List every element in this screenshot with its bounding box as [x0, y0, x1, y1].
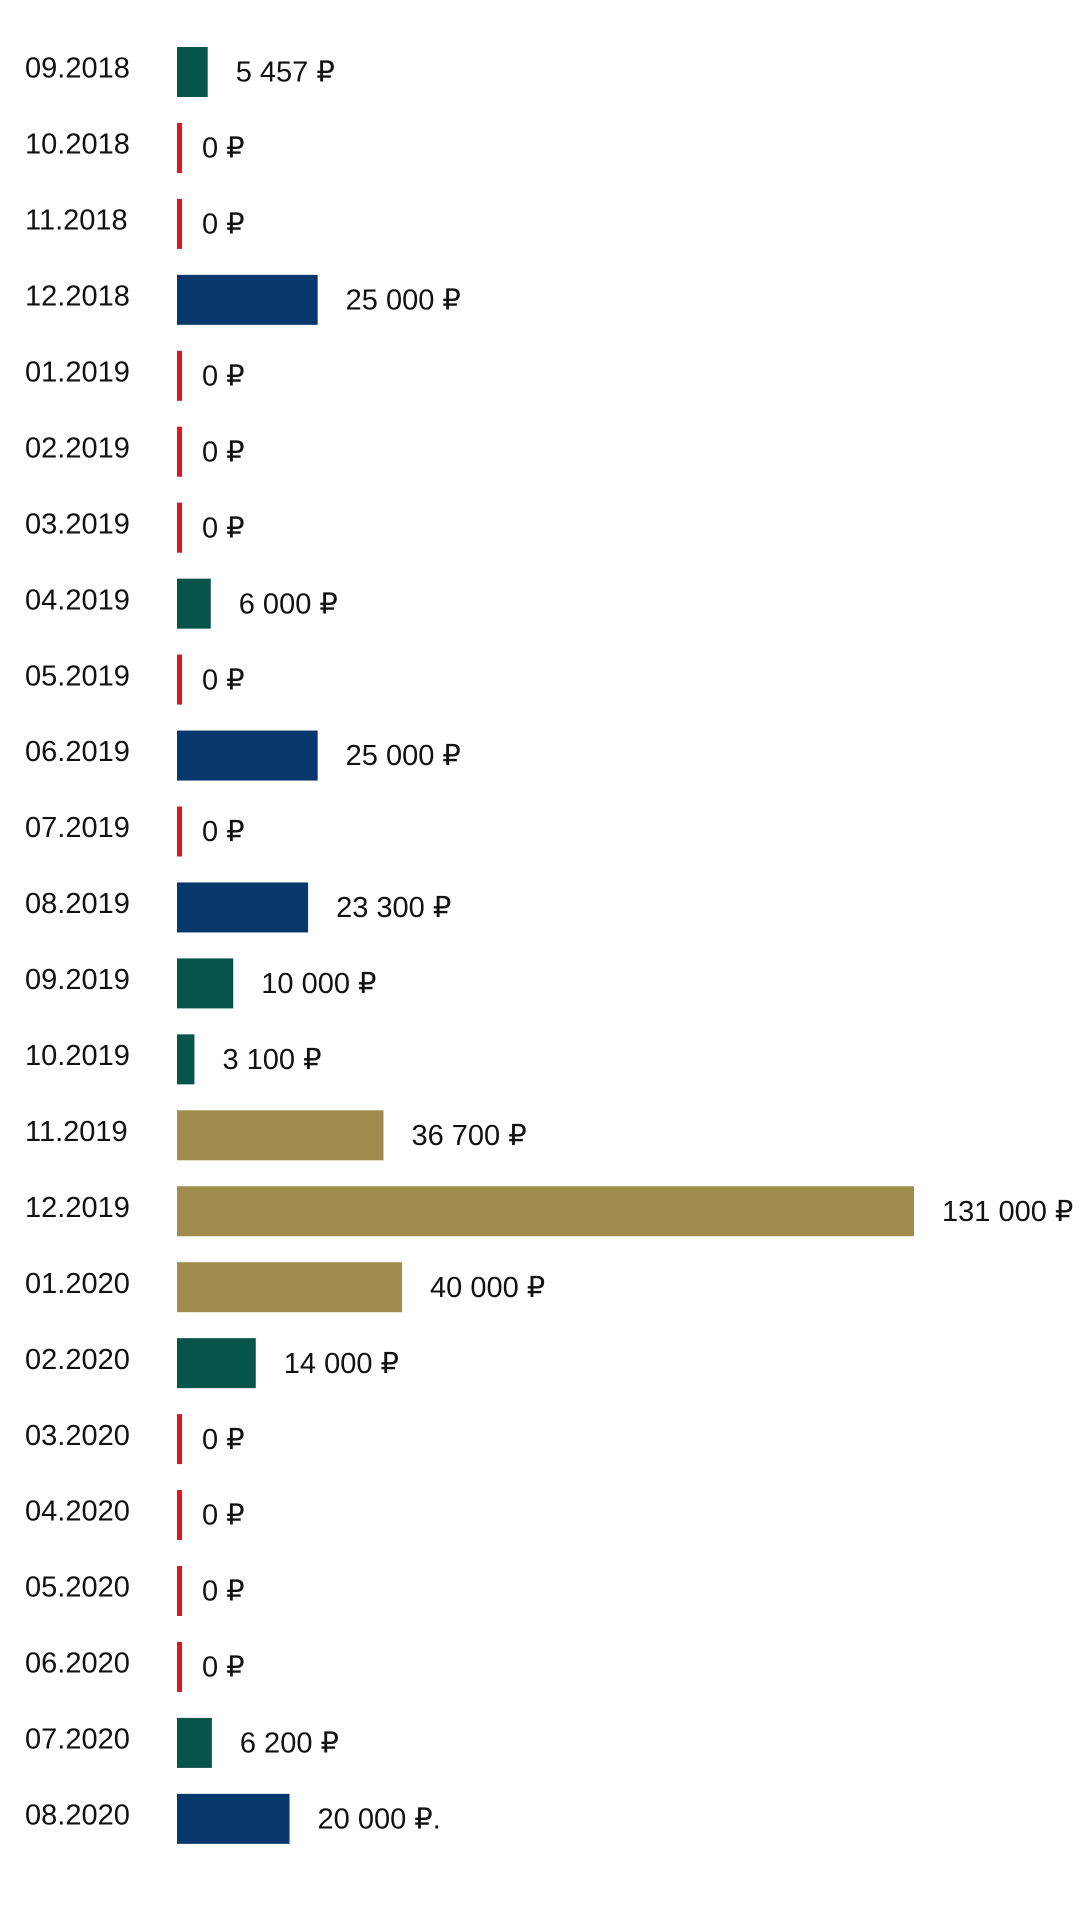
zero-marker [177, 122, 182, 173]
category-label: 03.2019 [25, 508, 130, 540]
category-label: 10.2018 [25, 129, 130, 161]
zero-marker [177, 198, 182, 249]
category-label: 01.2019 [25, 356, 130, 388]
zero-marker [177, 1414, 182, 1465]
value-label: 20 000 ₽. [318, 1804, 441, 1836]
bar [177, 882, 309, 933]
category-label: 05.2020 [25, 1572, 130, 1604]
bar [177, 47, 208, 97]
category-label: 07.2020 [25, 1724, 130, 1756]
value-label: 0 ₽ [202, 816, 245, 848]
category-label: 11.2019 [25, 1116, 128, 1148]
value-label: 5 457 ₽ [236, 57, 335, 89]
value-label: 36 700 ₽ [411, 1120, 526, 1152]
category-label: 04.2019 [25, 584, 130, 616]
category-label: 07.2019 [25, 812, 130, 844]
bar [177, 1338, 256, 1389]
category-label: 10.2019 [25, 1040, 130, 1072]
category-label: 05.2019 [25, 660, 130, 692]
value-label: 14 000 ₽ [284, 1348, 399, 1380]
category-label: 04.2020 [25, 1496, 130, 1528]
value-label: 0 ₽ [202, 133, 245, 165]
bar [177, 1793, 290, 1844]
value-label: 0 ₽ [202, 512, 245, 544]
bar [177, 1110, 384, 1161]
value-label: 6 000 ₽ [239, 588, 338, 620]
bar [177, 578, 211, 629]
zero-marker [177, 1490, 182, 1541]
value-label: 131 000 ₽ [942, 1196, 1073, 1228]
value-label: 40 000 ₽ [430, 1272, 545, 1304]
zero-marker [177, 350, 182, 401]
category-label: 12.2018 [25, 281, 130, 313]
bar [177, 958, 234, 1009]
value-label: 0 ₽ [202, 1652, 245, 1684]
bar [177, 1262, 403, 1313]
bar [177, 274, 318, 325]
value-label: 0 ₽ [202, 436, 245, 468]
bar [177, 1717, 212, 1768]
zero-marker [177, 1641, 182, 1692]
category-label: 03.2020 [25, 1420, 130, 1452]
value-label: 10 000 ₽ [261, 968, 376, 1000]
value-label: 6 200 ₽ [240, 1728, 339, 1760]
value-label: 25 000 ₽ [346, 285, 461, 317]
value-label: 0 ₽ [202, 1424, 245, 1456]
value-label: 23 300 ₽ [336, 892, 451, 924]
value-label: 0 ₽ [202, 1500, 245, 1532]
zero-marker [177, 806, 182, 857]
zero-marker [177, 654, 182, 705]
category-label: 06.2020 [25, 1648, 130, 1680]
category-label: 02.2020 [25, 1344, 130, 1376]
category-label: 08.2019 [25, 888, 130, 920]
zero-marker [177, 502, 182, 553]
category-label: 09.2019 [25, 964, 130, 996]
bar [177, 730, 318, 781]
category-label: 11.2018 [25, 205, 128, 237]
zero-marker [177, 426, 182, 477]
category-label: 06.2019 [25, 736, 130, 768]
category-label: 01.2020 [25, 1268, 130, 1300]
category-label: 09.2018 [25, 53, 130, 85]
bar [177, 1034, 195, 1085]
value-label: 3 100 ₽ [222, 1044, 321, 1076]
category-label: 12.2019 [25, 1192, 130, 1224]
value-label: 0 ₽ [202, 664, 245, 696]
bar [177, 1186, 914, 1237]
category-label: 08.2020 [25, 1800, 130, 1832]
value-label: 0 ₽ [202, 209, 245, 241]
zero-marker [177, 1566, 182, 1616]
value-label: 0 ₽ [202, 360, 245, 392]
category-label: 02.2019 [25, 432, 130, 464]
value-label: 0 ₽ [202, 1576, 245, 1608]
value-label: 25 000 ₽ [346, 740, 461, 772]
